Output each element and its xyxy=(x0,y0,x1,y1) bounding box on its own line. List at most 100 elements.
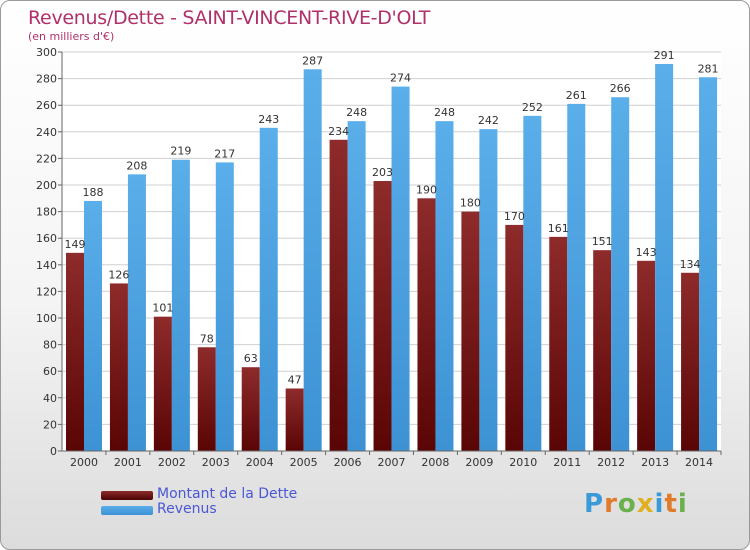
x-tick-label: 2009 xyxy=(465,456,493,469)
y-tick-label: 260 xyxy=(36,99,57,112)
data-label-dette-2003: 78 xyxy=(200,332,214,345)
y-tick-label: 280 xyxy=(36,73,57,86)
data-label-dette-2002: 101 xyxy=(152,302,173,315)
bar-revenus-2003 xyxy=(215,162,234,451)
logo-letter: i xyxy=(654,489,665,519)
y-tick-label: 0 xyxy=(50,445,57,458)
bar-revenus-2012 xyxy=(611,97,630,451)
legend-swatch-dette xyxy=(101,491,153,500)
bar-revenus-2014 xyxy=(699,77,718,452)
data-label-revenus-2001: 208 xyxy=(126,159,147,172)
data-label-revenus-2005: 287 xyxy=(302,54,323,67)
bar-dette-2006 xyxy=(329,139,348,451)
data-label-revenus-2013: 291 xyxy=(654,49,675,62)
data-label-revenus-2014: 281 xyxy=(698,62,719,75)
bar-revenus-2007 xyxy=(391,86,410,451)
data-label-revenus-2006: 248 xyxy=(346,106,367,119)
data-label-revenus-2011: 261 xyxy=(566,89,587,102)
data-label-revenus-2000: 188 xyxy=(83,186,104,199)
data-label-revenus-2008: 248 xyxy=(434,106,455,119)
data-label-dette-2012: 151 xyxy=(592,235,613,248)
data-label-dette-2006: 234 xyxy=(328,125,349,138)
data-label-dette-2011: 161 xyxy=(548,222,569,235)
logo-letter: x xyxy=(636,489,655,519)
x-tick-label: 2011 xyxy=(553,456,581,469)
x-tick-label: 2006 xyxy=(334,456,362,469)
x-tick-label: 2005 xyxy=(290,456,318,469)
bar-dette-2013 xyxy=(637,260,656,451)
bar-revenus-2009 xyxy=(479,129,498,451)
data-label-dette-2010: 170 xyxy=(504,210,525,223)
bar-dette-2008 xyxy=(417,198,436,451)
x-tick-label: 2000 xyxy=(70,456,98,469)
x-tick-label: 2002 xyxy=(158,456,186,469)
bar-revenus-2011 xyxy=(567,103,586,452)
bar-dette-2001 xyxy=(109,283,128,451)
bar-revenus-2001 xyxy=(127,174,146,452)
y-tick-label: 300 xyxy=(36,46,57,59)
bar-dette-2007 xyxy=(373,181,392,451)
data-label-revenus-2004: 243 xyxy=(258,113,279,126)
logo-letter: i xyxy=(677,489,688,519)
x-tick-label: 2010 xyxy=(509,456,537,469)
data-label-revenus-2007: 274 xyxy=(390,72,411,85)
x-tick-label: 2014 xyxy=(685,456,713,469)
data-label-revenus-2010: 252 xyxy=(522,101,543,114)
bar-revenus-2010 xyxy=(523,115,542,451)
bar-revenus-2002 xyxy=(171,159,190,452)
y-tick-label: 180 xyxy=(36,206,57,219)
data-label-revenus-2009: 242 xyxy=(478,114,499,127)
logo-letter: r xyxy=(604,489,618,519)
y-tick-label: 120 xyxy=(36,285,57,298)
data-label-dette-2005: 47 xyxy=(288,373,302,386)
bar-dette-2005 xyxy=(285,388,304,451)
bar-dette-2011 xyxy=(549,236,568,451)
bar-dette-2009 xyxy=(461,211,480,451)
legend-label-dette: Montant de la Dette xyxy=(157,486,298,502)
data-label-revenus-2002: 219 xyxy=(170,145,191,158)
bar-revenus-2008 xyxy=(435,121,454,451)
y-tick-label: 40 xyxy=(43,392,57,405)
y-tick-label: 60 xyxy=(43,365,57,378)
x-tick-label: 2013 xyxy=(641,456,669,469)
y-tick-label: 240 xyxy=(36,126,57,139)
logo-letter: o xyxy=(617,489,637,519)
data-label-dette-2001: 126 xyxy=(108,268,129,281)
x-tick-label: 2004 xyxy=(246,456,274,469)
bar-dette-2002 xyxy=(153,316,172,451)
x-tick-label: 2008 xyxy=(421,456,449,469)
logo-letter: P xyxy=(584,489,605,519)
y-tick-label: 100 xyxy=(36,312,57,325)
bar-dette-2014 xyxy=(681,272,700,451)
proxiti-logo: Proxiti xyxy=(584,489,688,519)
data-label-revenus-2012: 266 xyxy=(610,82,631,95)
data-label-dette-2000: 149 xyxy=(65,238,86,251)
chart-title: Revenus/Dette - SAINT-VINCENT-RIVE-D'OLT xyxy=(28,7,431,29)
x-tick-label: 2007 xyxy=(378,456,406,469)
bar-dette-2004 xyxy=(241,367,260,451)
bar-revenus-2006 xyxy=(347,121,366,451)
y-tick-label: 80 xyxy=(43,339,57,352)
logo-letter: t xyxy=(664,489,678,519)
bar-dette-2000 xyxy=(66,252,84,451)
y-tick-label: 220 xyxy=(36,152,57,165)
y-tick-label: 200 xyxy=(36,179,57,192)
legend-label-revenus: Revenus xyxy=(157,501,217,517)
data-label-dette-2007: 203 xyxy=(372,166,393,179)
x-tick-label: 2001 xyxy=(114,456,142,469)
bar-revenus-2013 xyxy=(655,63,674,451)
chart-subtitle: (en milliers d'€) xyxy=(28,30,115,43)
bar-dette-2003 xyxy=(197,347,216,451)
data-label-dette-2013: 143 xyxy=(636,246,657,259)
data-label-dette-2014: 134 xyxy=(680,258,701,271)
data-label-revenus-2003: 217 xyxy=(214,147,235,160)
y-tick-label: 160 xyxy=(36,232,57,245)
y-tick-label: 20 xyxy=(43,418,57,431)
x-tick-label: 2012 xyxy=(597,456,625,469)
bar-revenus-2000 xyxy=(84,200,102,451)
data-label-dette-2008: 190 xyxy=(416,183,437,196)
data-label-dette-2004: 63 xyxy=(244,352,258,365)
bar-revenus-2005 xyxy=(303,69,322,451)
